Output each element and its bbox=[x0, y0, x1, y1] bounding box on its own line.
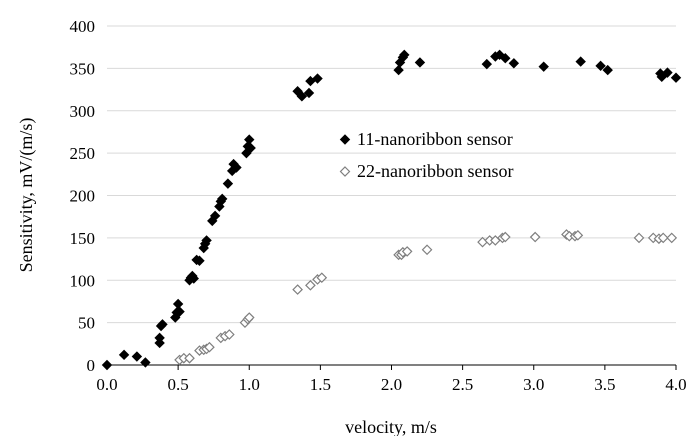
data-point-22-nanoribbon bbox=[292, 284, 303, 295]
x-tick-label: 3.5 bbox=[594, 375, 615, 394]
y-tick-label: 150 bbox=[70, 229, 96, 248]
legend-item-22-nanoribbon: 22-nanoribbon sensor bbox=[339, 161, 513, 181]
data-point-11-nanoribbon bbox=[296, 91, 308, 102]
data-point-11-nanoribbon bbox=[244, 134, 255, 145]
data-point-11-nanoribbon bbox=[312, 73, 323, 84]
data-point-11-nanoribbon bbox=[118, 349, 130, 361]
x-tick-label: 2.0 bbox=[381, 375, 402, 394]
legend-label-11-nanoribbon: 11-nanoribbon sensor bbox=[357, 129, 513, 149]
data-point-11-nanoribbon bbox=[500, 52, 511, 64]
data-point-11-nanoribbon bbox=[201, 235, 212, 246]
data-point-11-nanoribbon bbox=[154, 332, 165, 344]
data-point-22-nanoribbon bbox=[421, 244, 433, 256]
data-point-11-nanoribbon bbox=[393, 64, 404, 76]
axis-layer bbox=[106, 364, 677, 370]
data-point-11-nanoribbon bbox=[157, 319, 168, 330]
x-tick-label: 2.5 bbox=[452, 375, 473, 394]
series-1 bbox=[174, 229, 678, 366]
data-point-11-nanoribbon bbox=[481, 58, 493, 70]
data-point-22-nanoribbon bbox=[204, 341, 215, 353]
data-point-22-nanoribbon bbox=[243, 312, 255, 323]
data-point-22-nanoribbon bbox=[666, 232, 678, 244]
data-point-22-nanoribbon bbox=[529, 231, 541, 243]
data-point-11-nanoribbon bbox=[231, 162, 242, 173]
data-point-22-nanoribbon bbox=[223, 329, 235, 340]
y-tick-label: 350 bbox=[70, 59, 96, 78]
x-axis-title: velocity, m/s bbox=[345, 417, 437, 436]
data-point-11-nanoribbon bbox=[602, 64, 613, 76]
data-point-22-nanoribbon bbox=[316, 272, 328, 284]
data-point-22-nanoribbon bbox=[499, 231, 511, 243]
data-point-22-nanoribbon bbox=[477, 236, 488, 248]
data-point-11-nanoribbon bbox=[209, 210, 221, 222]
series-0 bbox=[101, 49, 682, 371]
data-point-11-nanoribbon bbox=[140, 357, 151, 368]
series-layer bbox=[101, 49, 682, 371]
legend-marker-11-nanoribbon bbox=[339, 134, 351, 145]
x-tick-label: 0.0 bbox=[96, 375, 117, 394]
y-tick-label: 400 bbox=[70, 17, 96, 36]
data-point-11-nanoribbon bbox=[414, 57, 426, 68]
legend-marker-22-nanoribbon bbox=[339, 166, 351, 177]
data-point-11-nanoribbon bbox=[172, 298, 184, 310]
data-point-11-nanoribbon bbox=[670, 72, 682, 83]
data-point-22-nanoribbon bbox=[401, 246, 413, 257]
x-tick-label: 0.5 bbox=[168, 375, 189, 394]
data-point-11-nanoribbon bbox=[595, 60, 606, 72]
x-tick-label: 4.0 bbox=[665, 375, 686, 394]
data-point-11-nanoribbon bbox=[662, 67, 673, 78]
y-tick-label: 50 bbox=[78, 314, 95, 333]
data-point-22-nanoribbon bbox=[633, 232, 645, 244]
legend: 11-nanoribbon sensor 22-nanoribbon senso… bbox=[339, 129, 513, 181]
data-point-11-nanoribbon bbox=[101, 359, 113, 371]
data-point-11-nanoribbon bbox=[538, 61, 549, 72]
data-point-11-nanoribbon bbox=[222, 178, 234, 189]
data-point-11-nanoribbon bbox=[174, 306, 185, 317]
data-point-22-nanoribbon bbox=[305, 279, 316, 291]
data-point-22-nanoribbon bbox=[572, 229, 584, 241]
data-point-11-nanoribbon bbox=[303, 87, 315, 99]
data-point-11-nanoribbon bbox=[656, 71, 667, 83]
data-point-11-nanoribbon bbox=[194, 255, 205, 266]
y-tick-label: 100 bbox=[70, 271, 96, 290]
y-tick-label: 250 bbox=[70, 144, 96, 163]
data-point-11-nanoribbon bbox=[188, 273, 199, 284]
y-axis-title: Sensitivity, mV/(m/s) bbox=[16, 118, 37, 273]
x-tick-label: 1.0 bbox=[239, 375, 260, 394]
data-point-11-nanoribbon bbox=[245, 142, 256, 154]
data-point-11-nanoribbon bbox=[131, 351, 143, 362]
y-tick-label: 200 bbox=[70, 187, 96, 206]
data-point-11-nanoribbon bbox=[399, 49, 410, 61]
data-point-11-nanoribbon bbox=[217, 193, 228, 205]
legend-item-11-nanoribbon: 11-nanoribbon sensor bbox=[339, 129, 513, 149]
y-tick-label: 300 bbox=[70, 102, 96, 121]
legend-label-22-nanoribbon: 22-nanoribbon sensor bbox=[357, 161, 513, 181]
data-point-11-nanoribbon bbox=[575, 56, 586, 67]
x-tick-label: 1.5 bbox=[310, 375, 331, 394]
data-point-22-nanoribbon bbox=[657, 232, 669, 244]
data-point-22-nanoribbon bbox=[184, 352, 195, 364]
tick-label-layer: 0 50 100 150 200 250 300 350 400 0.0 0.5 1.0 1.5 2.0 2… bbox=[70, 17, 687, 394]
y-tick-label: 0 bbox=[87, 356, 96, 375]
data-point-11-nanoribbon bbox=[508, 58, 520, 69]
grid-layer bbox=[107, 25, 676, 324]
x-tick-label: 3.0 bbox=[523, 375, 544, 394]
